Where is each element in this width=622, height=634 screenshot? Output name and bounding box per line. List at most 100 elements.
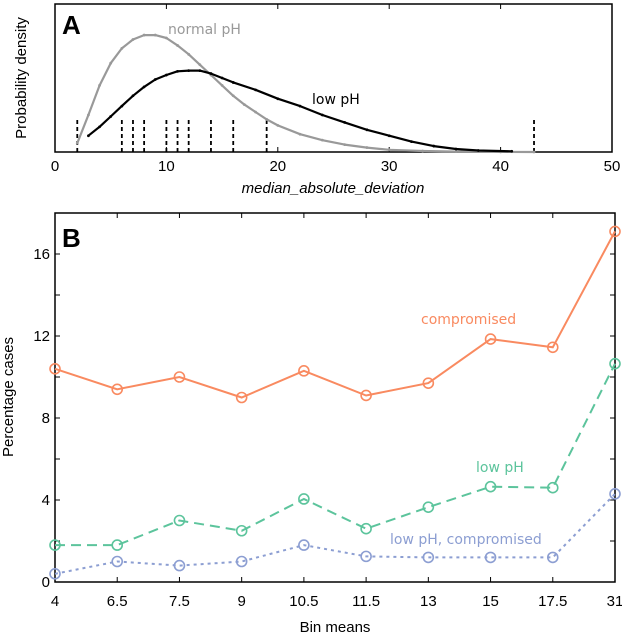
density-point	[187, 69, 191, 72]
data-point	[173, 371, 186, 383]
data-point	[422, 377, 435, 389]
density-point	[532, 150, 536, 154]
data-point	[360, 550, 372, 563]
x-tick-label: 10	[158, 158, 175, 175]
density-point	[454, 147, 458, 151]
density-point	[343, 143, 347, 147]
data-point	[360, 389, 372, 402]
data-point	[609, 225, 621, 238]
panel-a-axes-box	[54, 3, 613, 153]
density-point	[131, 38, 135, 41]
density-point	[387, 148, 391, 152]
density-point	[365, 128, 369, 132]
density-point	[476, 149, 480, 152]
data-point	[173, 559, 186, 572]
annotation-low-ph: low pH	[476, 460, 524, 476]
panel-a-xlabel: median_absolute_deviation	[242, 180, 425, 197]
data-point	[546, 551, 559, 564]
x-tick-label: 17.5	[538, 593, 567, 610]
density-point	[198, 69, 202, 72]
density-point	[198, 63, 202, 67]
y-tick-label: 8	[42, 410, 50, 427]
density-curve-low-ph	[87, 69, 512, 153]
density-point	[153, 78, 157, 81]
data-point	[298, 493, 310, 505]
density-point	[87, 113, 90, 117]
x-tick-label: 31	[607, 593, 622, 610]
x-tick-label: 40	[492, 158, 509, 175]
data-point	[173, 514, 186, 527]
data-point	[298, 539, 310, 551]
panel-b-xlabel: Bin means	[300, 619, 371, 634]
x-tick-label: 4	[51, 593, 59, 610]
density-point	[87, 134, 90, 138]
density-point	[109, 61, 113, 65]
panel-a: A Probability density median_absolute_de…	[13, 3, 621, 197]
x-tick-label: 11.5	[352, 593, 380, 610]
density-point	[75, 141, 79, 145]
annotation-compromised: compromised	[421, 312, 516, 328]
density-point	[98, 84, 101, 87]
x-tick-label: 7.5	[169, 593, 190, 610]
panel-b: B Percentage cases Bin means compromised…	[0, 212, 622, 634]
density-point	[432, 144, 436, 148]
data-point	[546, 341, 559, 354]
density-point	[209, 72, 213, 75]
density-point	[365, 146, 369, 149]
data-point	[484, 333, 497, 345]
density-point	[276, 123, 280, 127]
series-line-low-ph-compromised	[54, 493, 616, 575]
density-point	[298, 104, 302, 108]
density-point	[165, 36, 168, 40]
density-point	[242, 103, 246, 107]
x-tick-label: 15	[482, 593, 499, 610]
annotation-normal-ph: normal pH	[168, 22, 241, 38]
data-point	[111, 383, 124, 396]
density-point	[231, 81, 235, 84]
density-point	[231, 94, 235, 98]
annotation-low-ph-compromised: low pH, compromised	[390, 532, 542, 548]
panel-b-label: B	[62, 223, 81, 253]
density-point	[120, 47, 124, 50]
data-point	[422, 551, 435, 564]
data-point	[235, 391, 248, 404]
x-tick-label: 6.5	[107, 593, 128, 610]
data-point	[298, 365, 310, 377]
density-point	[153, 33, 157, 37]
data-point	[484, 480, 497, 493]
density-point	[254, 110, 257, 114]
x-tick-label: 13	[420, 593, 437, 610]
x-tick-label: 50	[604, 158, 621, 175]
data-point	[546, 481, 559, 494]
data-point	[484, 551, 497, 564]
density-point	[254, 88, 257, 92]
data-point	[609, 357, 621, 370]
data-point	[422, 501, 435, 513]
density-point	[454, 150, 458, 153]
density-point	[265, 118, 269, 121]
annotation-low-ph: low pH	[312, 92, 360, 108]
x-tick-label: 20	[269, 158, 286, 175]
density-point	[142, 33, 146, 37]
density-point	[343, 121, 347, 124]
density-point	[120, 104, 124, 108]
density-point	[320, 138, 324, 142]
density-point	[176, 44, 179, 47]
y-tick-label: 0	[42, 574, 50, 591]
density-point	[165, 73, 168, 77]
density-point	[98, 125, 101, 129]
x-tick-label: 10.5	[289, 593, 318, 610]
x-tick-label: 0	[51, 158, 59, 175]
density-point	[109, 115, 113, 118]
density-point	[220, 76, 224, 80]
panel-a-label: A	[62, 10, 81, 40]
data-point	[49, 567, 61, 580]
density-point	[131, 94, 135, 98]
data-point	[235, 524, 248, 537]
density-point	[276, 97, 280, 101]
data-point	[609, 488, 621, 500]
series-line-low-ph	[55, 363, 616, 547]
panel-a-ylabel: Probability density	[13, 17, 30, 139]
density-point	[510, 149, 514, 153]
